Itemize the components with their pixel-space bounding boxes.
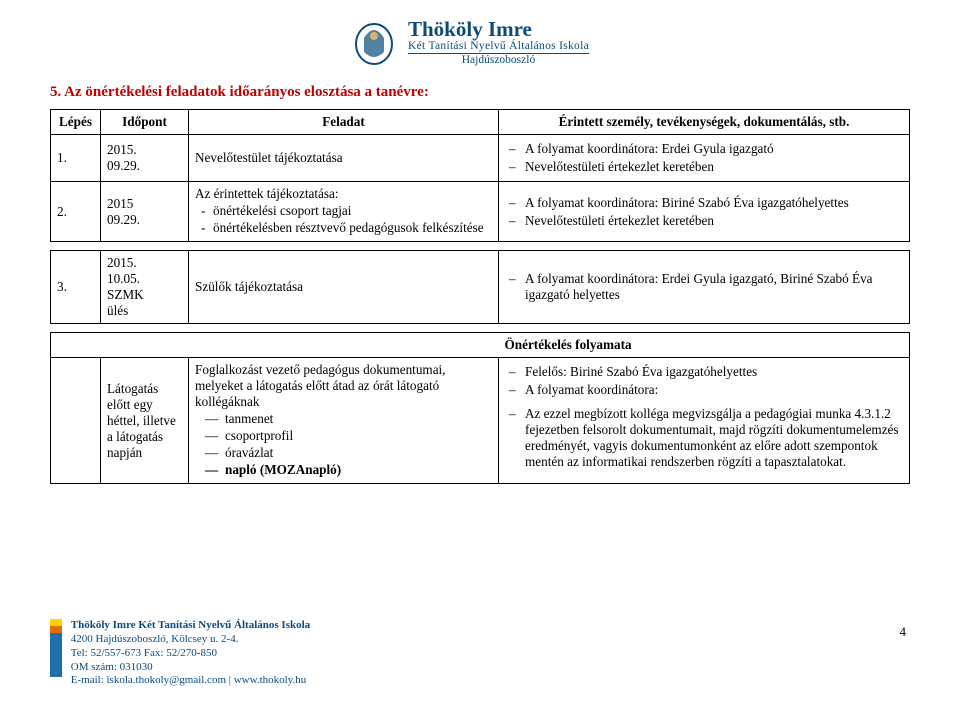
footer-color-bars-icon <box>50 619 62 677</box>
task-item: csoportprofil <box>195 428 492 444</box>
person-item: A folyamat koordinátora: Biriné Szabó Év… <box>505 195 903 211</box>
schedule-table: Lépés Időpont Feladat Érintett személy, … <box>50 109 910 484</box>
table-row: 3. 2015. 10.05. SZMK ülés Szülők tájékoz… <box>51 251 910 324</box>
school-subtitle: Két Tanítási Nyelvű Általános Iskola <box>408 40 589 52</box>
cell-person: Felelős: Biriné Szabó Éva igazgatóhelyet… <box>499 358 910 484</box>
cell-person: A folyamat koordinátora: Biriné Szabó Év… <box>499 182 910 242</box>
col-header-person: Érintett személy, tevékenységek, dokumen… <box>499 110 910 135</box>
person-item: Felelős: Biriné Szabó Éva igazgatóhelyet… <box>505 364 903 380</box>
col-header-step: Lépés <box>51 110 101 135</box>
footer-tel: Tel: 52/557-673 Fax: 52/270-850 <box>71 647 310 661</box>
page-header: Thököly Imre Két Tanítási Nyelvű Általán… <box>350 18 910 66</box>
school-name: Thököly Imre <box>408 18 589 40</box>
person-item: Az ezzel megbízott kolléga megvizsgálja … <box>505 406 903 470</box>
task-item: napló (MOZAnapló) <box>195 462 492 478</box>
footer-address: 4200 Hajdúszoboszló, Kölcsey u. 2-4. <box>71 633 310 647</box>
person-item: Nevelőtestületi értekezlet keretében <box>505 159 903 175</box>
cell-task: Az érintettek tájékoztatása: önértékelés… <box>189 182 499 242</box>
person-item: A folyamat koordinátora: Erdei Gyula iga… <box>505 271 903 303</box>
col-header-task: Feladat <box>189 110 499 135</box>
task-item: önértékelésben résztvevő pedagógusok fel… <box>195 220 492 236</box>
page-footer: Thököly Imre Két Tanítási Nyelvű Általán… <box>50 619 310 688</box>
table-row: 2. 201509.29. Az érintettek tájékoztatás… <box>51 182 910 242</box>
cell-time: 2015.09.29. <box>101 135 189 182</box>
task-item: tanmenet <box>195 411 492 427</box>
person-item: A folyamat koordinátora: <box>505 382 903 398</box>
cell-person: A folyamat koordinátora: Erdei Gyula iga… <box>499 135 910 182</box>
process-header: Önértékelés folyamata <box>499 333 910 358</box>
person-item: Nevelőtestületi értekezlet keretében <box>505 213 903 229</box>
footer-contact: E-mail: iskola.thokoly@gmail.com | www.t… <box>71 674 310 688</box>
footer-om: OM szám: 031030 <box>71 661 310 675</box>
cell-task: Nevelőtestület tájékoztatása <box>189 135 499 182</box>
cell-time: 201509.29. <box>101 182 189 242</box>
task-item: önértékelési csoport tagjai <box>195 203 492 219</box>
cell-time: 2015. 10.05. SZMK ülés <box>101 251 189 324</box>
cell-step: 1. <box>51 135 101 182</box>
cell-step: 3. <box>51 251 101 324</box>
cell-person: A folyamat koordinátora: Erdei Gyula iga… <box>499 251 910 324</box>
cell-time: Látogatás előtt egy héttel, illetve a lá… <box>101 358 189 484</box>
col-header-time: Időpont <box>101 110 189 135</box>
section-title: 5. Az önértékelési feladatok időarányos … <box>50 84 910 101</box>
school-city: Hajdúszoboszló <box>408 54 589 66</box>
school-logo-icon <box>350 18 398 66</box>
process-header-row: Önértékelés folyamata <box>51 333 910 358</box>
table-row: 1. 2015.09.29. Nevelőtestület tájékoztat… <box>51 135 910 182</box>
footer-school-name: Thököly Imre Két Tanítási Nyelvű Általán… <box>71 619 310 633</box>
cell-task: Szülők tájékoztatása <box>189 251 499 324</box>
process-row: Látogatás előtt egy héttel, illetve a lá… <box>51 358 910 484</box>
cell-task: Foglalkozást vezető pedagógus dokumentum… <box>189 358 499 484</box>
task-item: óravázlat <box>195 445 492 461</box>
cell-step: 2. <box>51 182 101 242</box>
page-number: 4 <box>900 624 907 640</box>
person-item: A folyamat koordinátora: Erdei Gyula iga… <box>505 141 903 157</box>
